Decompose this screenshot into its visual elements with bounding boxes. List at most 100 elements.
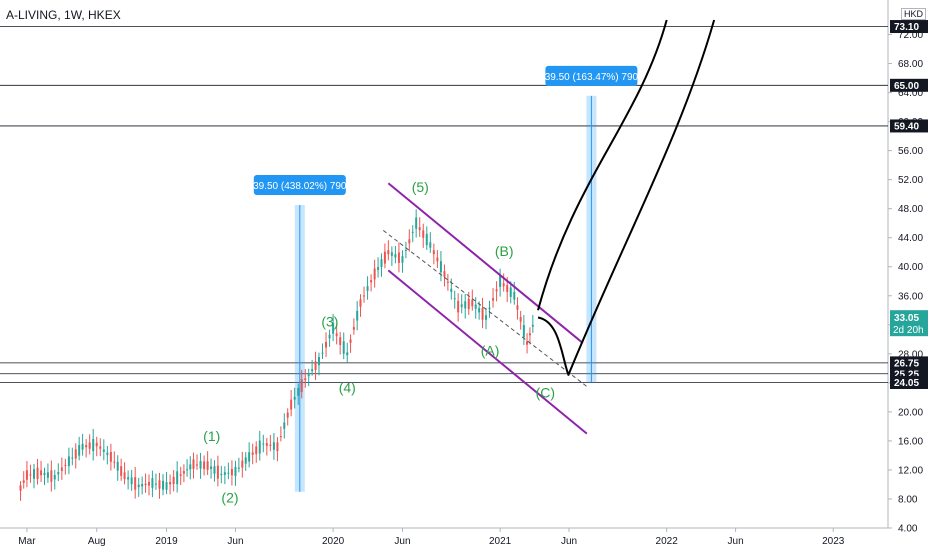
y-tick-label: 8.00 [898,494,918,505]
candle-body [216,465,219,479]
y-tick-label: 20.00 [898,407,923,418]
candle-body [43,472,46,476]
candle-body [443,271,446,277]
candle-body [418,227,421,231]
candle-body [506,285,509,292]
candle-body [349,339,352,343]
level-price-label: 59.40 [894,121,919,132]
candle-body [471,299,474,307]
candle-body [158,480,161,489]
candle-body [46,472,49,478]
candle-body [356,310,359,321]
candle-body [390,252,393,256]
candle-body [176,471,179,485]
candle-body [141,483,144,487]
level-price-tag [890,375,928,389]
y-tick-label: 44.00 [898,233,923,244]
measure-label: 39.50 (438.02%) 790 [253,181,347,192]
candle-body [179,474,182,476]
candle-body [328,334,331,339]
candle-body [78,445,81,456]
candle-body [230,468,233,476]
candle-body [526,341,529,345]
channel-mid-line [383,230,588,387]
candle-body [432,250,435,255]
candle-body [172,476,175,485]
wave-label: (2) [221,490,238,506]
candle-body [499,275,502,287]
x-tick-label: Jun [728,536,744,547]
candle-body [457,300,460,313]
y-tick-label: 56.00 [898,146,923,157]
candle-body [332,323,335,334]
candle-body [363,295,366,297]
candle-body [19,485,22,491]
candle-body [411,231,414,233]
candle-body [210,466,213,469]
candle-body [286,412,289,418]
candle-body [189,464,192,470]
candle-body [123,472,126,480]
level-price-tag [890,78,928,92]
x-tick-label: 2020 [322,536,345,547]
candle-body [248,452,251,462]
candle-body [404,249,407,251]
candle-body [397,252,400,263]
x-tick-label: Mar [18,536,36,547]
candle-body [509,287,512,297]
y-tick-label: 64.00 [898,88,923,99]
candle-body [342,341,345,354]
candle-body [366,286,369,291]
candle-body [317,357,320,366]
candle-body [321,352,324,354]
candle-body [359,299,362,307]
candle-body [446,281,449,283]
candle-body [283,422,286,429]
candle-body [439,261,442,273]
candle-body [60,467,63,471]
candle-body [325,341,328,348]
wave-label: (5) [412,179,429,195]
candle-body [50,470,53,482]
candle-body [269,444,272,446]
measure-badge [545,65,638,86]
wave-label: (3) [321,313,338,329]
candle-body [394,254,397,258]
candle-body [401,256,404,263]
projection-rise-curve-upper [537,19,668,311]
candle-body [373,268,376,280]
x-tick-label: 2019 [155,536,178,547]
candle-body [314,361,317,370]
y-tick-label: 28.00 [898,349,923,360]
x-tick-label: Jun [227,536,243,547]
candle-body [474,304,477,309]
candle-body [120,466,123,476]
projection-rise-curve-lower [567,19,716,376]
candle-body [36,467,39,480]
candle-body [415,217,418,229]
y-tick-label: 68.00 [898,59,923,70]
candle-body [265,443,268,446]
candle-body [213,466,216,474]
y-tick-label: 4.00 [898,524,918,535]
projection-drop-curve [537,316,570,375]
candle-body [32,469,35,479]
candle-body [290,399,293,410]
candle-body [346,352,349,356]
candle-body [460,304,463,308]
wave-label: (C) [536,384,555,400]
candle-body [220,474,223,476]
candle-body [81,443,84,450]
candle-body [88,442,91,449]
candle-body [67,456,70,467]
candle-body [237,467,240,469]
candle-body [113,461,116,463]
x-tick-label: 2021 [489,536,512,547]
candle-body [429,242,432,248]
level-price-tag [890,119,928,133]
bar-countdown-label: 2d 20h [893,325,924,336]
candle-body [488,307,491,310]
candle-body [244,457,247,464]
candle-body [192,459,195,469]
